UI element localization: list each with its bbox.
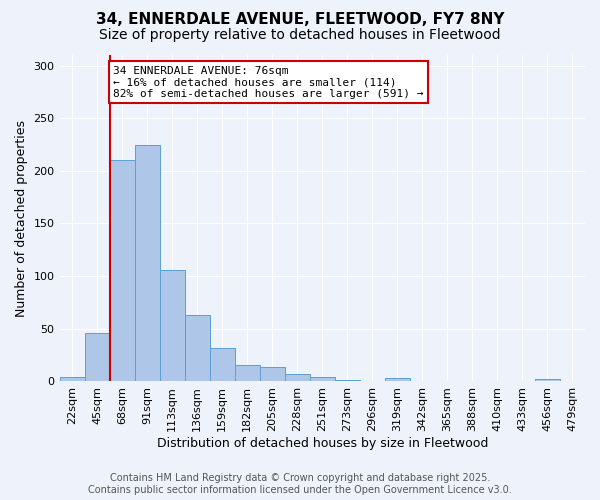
Y-axis label: Number of detached properties: Number of detached properties [15,120,28,316]
X-axis label: Distribution of detached houses by size in Fleetwood: Distribution of detached houses by size … [157,437,488,450]
Bar [285,374,310,382]
Bar [85,333,110,382]
Text: 34, ENNERDALE AVENUE, FLEETWOOD, FY7 8NY: 34, ENNERDALE AVENUE, FLEETWOOD, FY7 8NY [96,12,504,28]
Bar [59,377,85,382]
Bar [134,144,160,382]
Text: 34 ENNERDALE AVENUE: 76sqm
← 16% of detached houses are smaller (114)
82% of sem: 34 ENNERDALE AVENUE: 76sqm ← 16% of deta… [113,66,424,98]
Bar [209,348,235,382]
Text: Contains HM Land Registry data © Crown copyright and database right 2025.
Contai: Contains HM Land Registry data © Crown c… [88,474,512,495]
Bar [310,377,335,382]
Bar [335,380,360,382]
Bar [260,366,285,382]
Bar [110,160,134,382]
Text: Size of property relative to detached houses in Fleetwood: Size of property relative to detached ho… [99,28,501,42]
Bar [235,364,260,382]
Bar [385,378,410,382]
Bar [535,380,560,382]
Bar [160,270,185,382]
Bar [185,315,209,382]
